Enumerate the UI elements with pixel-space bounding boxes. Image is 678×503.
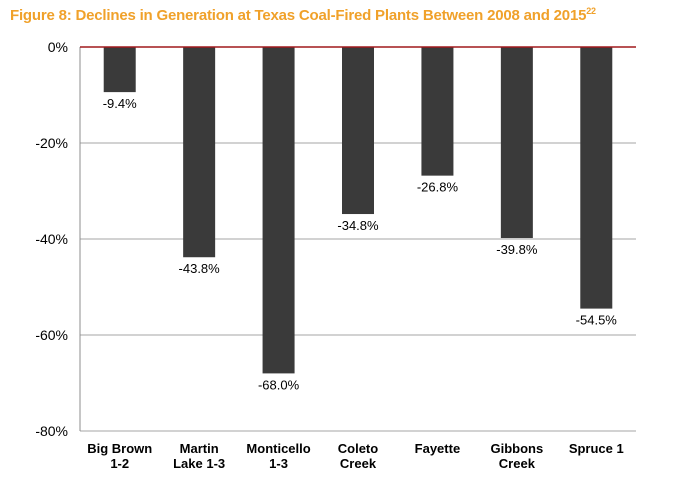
- data-label: -68.0%: [258, 377, 300, 392]
- x-category-label: Coleto: [338, 441, 379, 456]
- chart-title: Figure 8: Declines in Generation at Texa…: [10, 6, 596, 24]
- x-category-label: Monticello: [246, 441, 310, 456]
- data-label: -43.8%: [179, 261, 221, 276]
- data-label: -26.8%: [417, 180, 459, 195]
- bar: [580, 47, 613, 309]
- y-tick-label: -80%: [35, 423, 68, 439]
- data-label: -9.4%: [103, 96, 137, 111]
- x-category-label: Creek: [340, 456, 377, 471]
- bar: [342, 47, 374, 215]
- bar: [183, 47, 216, 258]
- x-category-label: Lake 1-3: [173, 456, 225, 471]
- x-category-label: 1-3: [269, 456, 288, 471]
- y-tick-label: -20%: [35, 135, 68, 151]
- y-tick-label: 0%: [48, 39, 68, 55]
- y-tick-label: -60%: [35, 327, 68, 343]
- x-category-label: 1-2: [110, 456, 129, 471]
- x-category-label: Big Brown: [87, 441, 152, 456]
- x-category-label: Martin: [180, 441, 219, 456]
- y-tick-label: -40%: [35, 231, 68, 247]
- bar: [103, 47, 136, 93]
- x-category-label: Creek: [499, 456, 536, 471]
- x-category-label: Gibbons: [490, 441, 543, 456]
- bar: [500, 47, 533, 239]
- x-category-label: Fayette: [415, 441, 461, 456]
- bar: [262, 47, 295, 374]
- x-category-label: Spruce 1: [569, 441, 624, 456]
- data-label: -34.8%: [337, 218, 379, 233]
- data-label: -54.5%: [576, 313, 618, 328]
- bar: [421, 47, 454, 176]
- data-label: -39.8%: [496, 242, 538, 257]
